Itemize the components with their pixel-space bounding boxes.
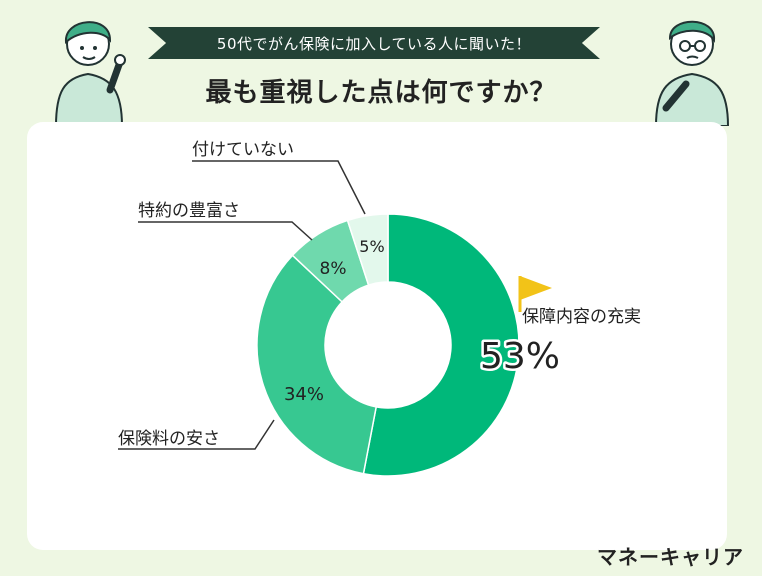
pointing-person-illustration	[54, 21, 126, 126]
banner-text: 50代でがん保険に加入している人に聞いた！	[216, 34, 532, 53]
page-title: 最も重視した点は何ですか？	[205, 78, 557, 108]
data-label-1: 53%	[480, 336, 560, 377]
thinking-person-illustration	[654, 20, 730, 126]
leader-line-4	[192, 160, 366, 215]
data-label-3: 8%	[320, 259, 347, 279]
category-label-2: 保険料の安さ	[118, 429, 220, 449]
category-label-1: 保障内容の充実	[522, 307, 641, 327]
category-label-4: 付けていない	[192, 140, 294, 160]
title-banner: 50代でがん保険に加入している人に聞いた！	[148, 27, 600, 59]
category-label-3: 特約の豊富さ	[138, 201, 240, 221]
data-label-2: 34%	[284, 384, 324, 405]
data-label-4: 5%	[359, 237, 384, 256]
flag-icon	[518, 276, 552, 312]
brand-logo: マネーキャリア	[597, 545, 744, 569]
leader-line-2	[118, 419, 275, 450]
donut-slice-2	[256, 254, 378, 475]
donut-slice-4	[346, 213, 389, 287]
donut-slice-1	[362, 213, 520, 477]
leader-line-3	[138, 221, 313, 241]
chart-card	[27, 122, 727, 550]
